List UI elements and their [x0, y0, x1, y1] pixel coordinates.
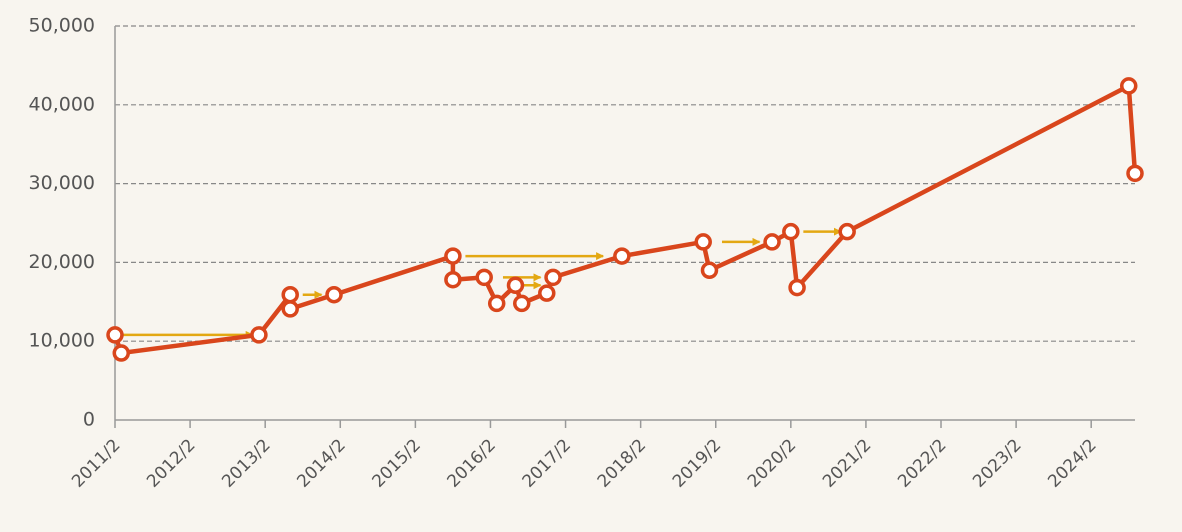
point — [544, 268, 562, 287]
point — [694, 233, 712, 251]
point — [475, 268, 493, 287]
point — [538, 284, 556, 302]
point — [325, 285, 343, 304]
point — [250, 326, 268, 344]
y-tick-label: 40,000 — [29, 93, 95, 115]
point — [506, 276, 525, 295]
point — [782, 222, 800, 241]
point — [700, 261, 719, 280]
point — [763, 233, 781, 251]
point — [487, 294, 506, 313]
y-tick-label: 20,000 — [29, 251, 95, 273]
point — [281, 285, 299, 304]
y-tick-label: 30,000 — [29, 172, 95, 194]
point — [1119, 77, 1138, 95]
point — [112, 344, 131, 362]
point — [1126, 164, 1144, 183]
point — [788, 278, 806, 297]
y-tick-label: 10,000 — [29, 330, 95, 352]
point — [281, 300, 299, 318]
point — [444, 270, 462, 289]
point — [444, 247, 462, 265]
point — [838, 222, 856, 241]
y-tick-label: 0 — [83, 409, 95, 431]
point — [106, 326, 124, 344]
point — [512, 294, 531, 313]
point — [613, 247, 631, 265]
y-tick-label: 50,000 — [29, 15, 95, 37]
